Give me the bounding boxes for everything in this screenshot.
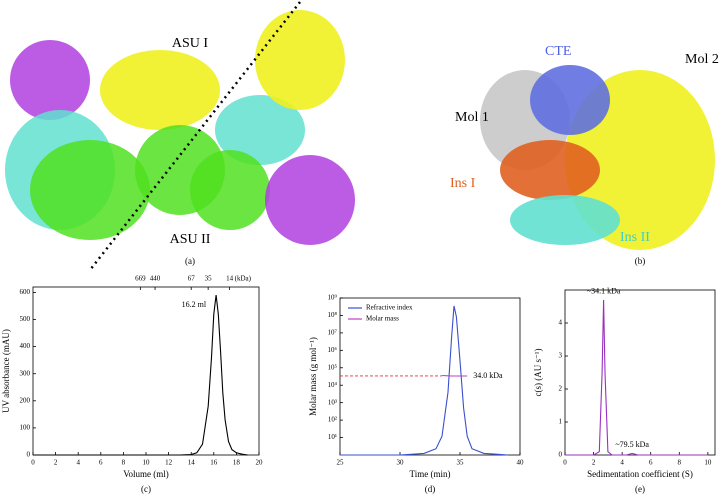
y-tick-label: 4	[559, 319, 563, 327]
x-tick-label: 8	[122, 459, 126, 467]
plot-frame	[32, 286, 260, 456]
region-label: ASU II	[170, 232, 211, 247]
panel-label: (c)	[141, 484, 151, 494]
plot-frame	[564, 289, 716, 456]
y-tick-label: 2	[559, 385, 563, 393]
legend-label: Molar mass	[366, 315, 399, 323]
x-tick-label: 16	[210, 459, 218, 467]
x-tick-label: 18	[233, 459, 241, 467]
x-tick-label: 20	[256, 459, 264, 467]
y-tick-label: 1	[559, 418, 563, 426]
x-tick-label: 25	[337, 459, 345, 467]
series-line	[441, 374, 468, 377]
plot-frame	[339, 297, 521, 456]
x-tick-label: 14	[188, 459, 196, 467]
structure-a	[5, 1, 355, 271]
panel-label: (a)	[185, 256, 195, 266]
x-axis-title: Volume (ml)	[123, 469, 169, 479]
x-tick-label: 2	[54, 459, 58, 467]
y-tick-label: 200	[20, 396, 31, 404]
x-tick-label: 40	[517, 459, 525, 467]
y-axis-title: Molar mass (g mol⁻¹)	[308, 337, 318, 416]
y-tick-label: 3	[559, 352, 563, 360]
y-tick-label: 10²	[328, 416, 337, 424]
y-tick-label: 10¹	[328, 433, 337, 441]
y-tick-label: 300	[20, 369, 31, 377]
top-tick-label: 35	[205, 275, 213, 283]
y-tick-label: 500	[20, 315, 31, 323]
top-tick-label: 14	[226, 275, 234, 283]
y-tick-label: 10⁶	[328, 346, 338, 354]
region-label: CTE	[545, 44, 571, 59]
y-tick-label: 10³	[328, 398, 337, 406]
y-tick-label: 10⁵	[328, 363, 338, 371]
y-tick-label: 600	[20, 288, 31, 296]
x-tick-label: 0	[31, 459, 35, 467]
x-tick-label: 4	[620, 459, 624, 467]
x-axis-title: Time (min)	[410, 469, 451, 479]
legend-label: Refractive index	[366, 304, 413, 312]
x-tick-label: 6	[99, 459, 103, 467]
region-label: Mol 2	[685, 52, 719, 67]
x-tick-label: 8	[678, 459, 682, 467]
x-tick-label: 10	[143, 459, 151, 467]
x-tick-label: 0	[563, 459, 567, 467]
y-tick-label: 10⁷	[328, 328, 338, 336]
x-tick-label: 10	[704, 459, 712, 467]
y-tick-label: 0	[27, 451, 31, 459]
x-axis-title: Sedimentation coefficient (S)	[587, 469, 693, 479]
y-tick-label: 10⁸	[328, 311, 338, 319]
y-tick-label: 400	[20, 342, 31, 350]
annotation: 16.2 ml	[182, 300, 207, 309]
reference-label: 34.0 kDa	[473, 371, 503, 380]
y-tick-label: 10⁹	[328, 294, 338, 302]
top-tick-label: 67	[188, 275, 196, 283]
x-tick-label: 30	[397, 459, 405, 467]
series-line	[33, 295, 248, 456]
region-label: Ins II	[620, 230, 650, 245]
top-tick-label: 440	[150, 275, 161, 283]
annotation: ~34.1 kDa	[587, 287, 621, 296]
x-tick-label: 35	[457, 459, 465, 467]
region-label: Mol 1	[455, 110, 489, 125]
y-tick-label: 0	[559, 451, 563, 459]
annotation: ~79.5 kDa	[615, 440, 649, 449]
y-axis-title: UV absorbance (mAU)	[1, 329, 11, 413]
y-axis-title: c(s) (AU s⁻¹)	[533, 349, 543, 397]
x-tick-label: 6	[649, 459, 653, 467]
x-tick-label: 12	[165, 459, 173, 467]
region-label: ASU I	[172, 36, 209, 51]
structure-b	[480, 65, 715, 250]
panel-label: (d)	[425, 484, 436, 494]
series-line	[565, 299, 708, 456]
top-unit: (kDa)	[235, 275, 252, 283]
region-label: Ins I	[450, 176, 476, 191]
panel-label: (e)	[635, 484, 645, 494]
panel-label: (b)	[635, 256, 646, 266]
x-tick-label: 2	[592, 459, 596, 467]
x-tick-label: 4	[76, 459, 80, 467]
series-line	[340, 305, 509, 456]
y-tick-label: 100	[20, 424, 31, 432]
y-tick-label: 10⁴	[328, 381, 338, 389]
top-tick-label: 669	[135, 275, 146, 283]
